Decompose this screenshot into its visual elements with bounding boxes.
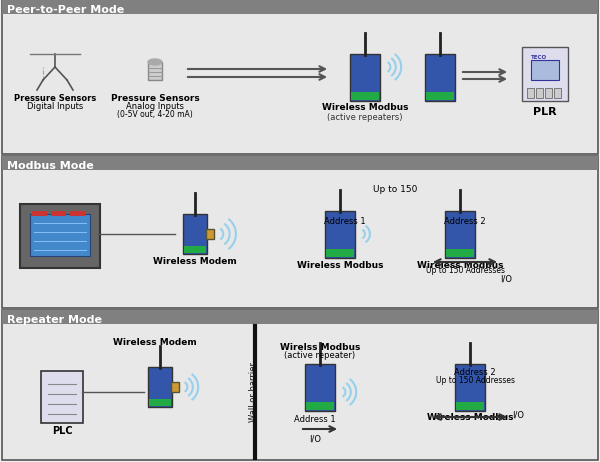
FancyBboxPatch shape — [426, 91, 454, 99]
Text: Address 1: Address 1 — [294, 415, 336, 424]
FancyBboxPatch shape — [70, 211, 85, 216]
Text: I/O: I/O — [309, 434, 321, 443]
FancyBboxPatch shape — [30, 214, 90, 256]
FancyBboxPatch shape — [446, 249, 474, 256]
FancyBboxPatch shape — [536, 88, 543, 98]
Text: Wireless Modem: Wireless Modem — [153, 257, 237, 266]
FancyBboxPatch shape — [41, 371, 83, 423]
Text: Wireless Modbus: Wireless Modbus — [417, 261, 503, 269]
FancyBboxPatch shape — [455, 364, 485, 411]
FancyBboxPatch shape — [522, 47, 568, 101]
FancyBboxPatch shape — [2, 156, 598, 308]
FancyBboxPatch shape — [32, 211, 47, 216]
FancyBboxPatch shape — [456, 401, 484, 409]
FancyBboxPatch shape — [2, 0, 598, 154]
FancyBboxPatch shape — [326, 249, 354, 256]
FancyBboxPatch shape — [306, 401, 334, 409]
Text: Wall or barrier: Wall or barrier — [248, 362, 257, 422]
FancyBboxPatch shape — [149, 399, 171, 406]
Text: Address 2: Address 2 — [444, 217, 486, 226]
FancyBboxPatch shape — [2, 0, 598, 14]
FancyBboxPatch shape — [445, 211, 475, 257]
Text: Wireless Modbus: Wireless Modbus — [427, 413, 513, 423]
Text: Wireless Modbus: Wireless Modbus — [322, 103, 408, 113]
Text: Digital Inputs: Digital Inputs — [27, 102, 83, 111]
Text: Modbus Mode: Modbus Mode — [7, 161, 94, 171]
FancyBboxPatch shape — [148, 367, 172, 407]
FancyBboxPatch shape — [2, 156, 598, 170]
FancyBboxPatch shape — [206, 229, 214, 239]
Text: TECO: TECO — [531, 55, 547, 60]
Text: Address 2: Address 2 — [454, 368, 496, 377]
FancyBboxPatch shape — [305, 364, 335, 411]
Text: (active repeaters): (active repeaters) — [327, 113, 403, 122]
Text: Repeater Mode: Repeater Mode — [7, 315, 102, 325]
Text: I/O: I/O — [512, 411, 524, 419]
FancyBboxPatch shape — [184, 246, 206, 253]
FancyBboxPatch shape — [351, 91, 379, 99]
Text: (0-5V out, 4-20 mA): (0-5V out, 4-20 mA) — [117, 110, 193, 119]
Text: Wireless Modbus: Wireless Modbus — [297, 261, 383, 269]
Text: Up to 150 Addresses: Up to 150 Addresses — [425, 266, 505, 275]
FancyBboxPatch shape — [51, 211, 66, 216]
Text: Wirelss Modbus: Wirelss Modbus — [280, 343, 360, 352]
Text: Up to 150 Addresses: Up to 150 Addresses — [436, 376, 515, 385]
FancyBboxPatch shape — [350, 54, 380, 101]
Text: Wireless Modem: Wireless Modem — [113, 338, 197, 347]
FancyBboxPatch shape — [325, 211, 355, 257]
FancyBboxPatch shape — [2, 310, 598, 460]
Text: PLC: PLC — [52, 426, 73, 436]
FancyBboxPatch shape — [425, 54, 455, 101]
Text: Pressure Sensors: Pressure Sensors — [110, 94, 199, 103]
Text: Peer-to-Peer Mode: Peer-to-Peer Mode — [7, 5, 124, 15]
Text: Pressure Sensors: Pressure Sensors — [14, 94, 96, 103]
Text: Analog Inputs: Analog Inputs — [126, 102, 184, 111]
Text: Address 1: Address 1 — [324, 217, 366, 226]
FancyBboxPatch shape — [20, 204, 100, 268]
Text: (active repeater): (active repeater) — [284, 351, 356, 360]
FancyBboxPatch shape — [148, 62, 162, 80]
FancyBboxPatch shape — [531, 60, 559, 80]
FancyBboxPatch shape — [2, 310, 598, 324]
FancyBboxPatch shape — [545, 88, 552, 98]
Text: I/O: I/O — [500, 274, 512, 283]
FancyBboxPatch shape — [527, 88, 534, 98]
FancyBboxPatch shape — [171, 382, 179, 392]
Text: PLR: PLR — [533, 107, 557, 117]
Text: Up to 150: Up to 150 — [373, 185, 417, 194]
Ellipse shape — [148, 59, 162, 65]
FancyBboxPatch shape — [183, 214, 207, 254]
FancyBboxPatch shape — [554, 88, 561, 98]
